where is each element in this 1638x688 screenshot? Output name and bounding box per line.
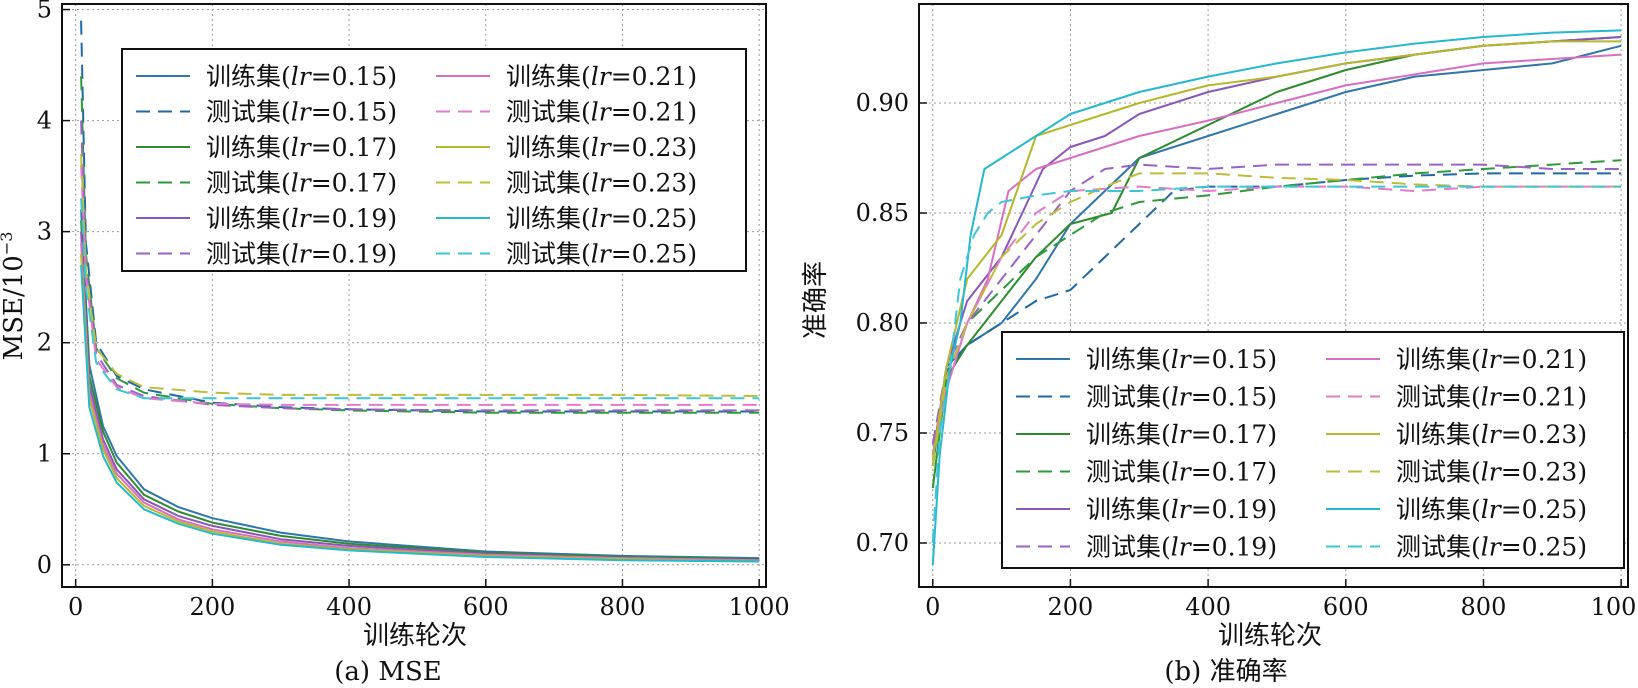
accuracy-legend-label: 训练集(lr=0.15) [1086,345,1277,374]
accuracy-series-line-8 [931,40,1622,460]
accuracy-xtick-label: 1000 [1591,593,1638,621]
accuracy-ytick-label: 0.90 [856,89,909,117]
accuracy-series-line-10 [931,29,1622,566]
mse-ytick-label: 1 [37,440,52,468]
accuracy-legend: 训练集(lr=0.15) 测试集(lr=0.15) 训练集(lr=0.17) 测试集(… [1001,331,1625,569]
accuracy-ytick-label: 0.85 [856,199,909,227]
mse-legend-label: 测试集(lr=0.21) [506,98,697,127]
mse-legend-label: 测试集(lr=0.23) [506,169,697,198]
mse-series-line-8 [80,253,760,563]
mse-ticks: 0 200 400 600 800 1000 0 1 2 3 4 5 [37,0,790,621]
mse-legend-label: 训练集(lr=0.17) [206,133,397,162]
mse-series-line-11 [80,198,760,400]
mse-legend-label: 测试集(lr=0.19) [206,240,397,269]
mse-ytick-label: 4 [37,107,52,135]
mse-series-line-6 [80,242,760,562]
mse-legend: 训练集(lr=0.15) 测试集(lr=0.15) 训练集(lr=0.17) 测试集(… [121,48,747,272]
accuracy-xlabel: 训练轮次 [1218,621,1322,651]
mse-xtick-label: 0 [68,593,83,621]
mse-legend-label: 测试集(lr=0.15) [206,98,397,127]
accuracy-ytick-label: 0.70 [856,529,909,557]
accuracy-series-line-5 [931,163,1622,445]
mse-ytick-label: 0 [37,551,52,579]
accuracy-legend-label: 测试集(lr=0.19) [1086,533,1277,562]
mse-caption: (a) MSE [334,657,441,687]
accuracy-plot-frame [918,3,1629,588]
accuracy-ytick-label: 0.80 [856,309,909,337]
mse-xtick-label: 800 [600,593,646,621]
mse-legend-label: 测试集(lr=0.17) [206,169,397,198]
accuracy-series-lines [931,29,1622,566]
mse-series-line-0 [80,209,760,560]
chart-mse: 0 200 400 600 800 1000 0 1 2 3 4 5 MSE/10−3 训练轮次 (a… [0,0,790,687]
mse-series-line-3 [80,76,760,414]
accuracy-xtick-label: 0 [925,593,940,621]
accuracy-legend-label: 测试集(lr=0.15) [1086,383,1277,412]
accuracy-legend-label: 训练集(lr=0.23) [1396,420,1587,449]
mse-xtick-label: 200 [189,593,235,621]
accuracy-series-line-1 [931,172,1622,467]
mse-legend-label: 测试集(lr=0.25) [506,240,697,269]
accuracy-legend-label: 测试集(lr=0.21) [1396,383,1587,412]
mse-xtick-label: 400 [326,593,372,621]
accuracy-ticks: 0 200 400 600 800 1000 0.70 0.75 0.80 0.85 0.90 [856,89,1638,621]
accuracy-legend-label: 训练集(lr=0.19) [1086,495,1277,524]
mse-ylabel: MSE/10−3 [0,232,29,361]
mse-legend-label: 训练集(lr=0.21) [506,62,697,91]
accuracy-xtick-label: 600 [1323,593,1369,621]
accuracy-xtick-label: 200 [1048,593,1094,621]
mse-legend-label: 训练集(lr=0.23) [506,133,697,162]
accuracy-legend-box [1001,331,1625,569]
mse-ytick-label: 2 [37,329,52,357]
accuracy-xtick-label: 800 [1461,593,1507,621]
accuracy-legend-label: 测试集(lr=0.23) [1396,458,1587,487]
mse-ytick-label: 5 [37,0,52,24]
mse-legend-label: 训练集(lr=0.19) [206,204,397,233]
mse-series-line-9 [80,153,760,397]
mse-legend-label: 训练集(lr=0.25) [506,204,697,233]
accuracy-legend-label: 测试集(lr=0.25) [1396,533,1587,562]
mse-ytick-label: 3 [37,218,52,246]
accuracy-legend-label: 训练集(lr=0.17) [1086,420,1277,449]
accuracy-caption: (b) 准确率 [1164,657,1287,687]
mse-xtick-label: 1000 [729,593,790,621]
mse-legend-box [121,48,747,272]
chart-accuracy: 0 200 400 600 800 1000 0.70 0.75 0.80 0.85 0.90 准确… [801,3,1638,687]
mse-xlabel: 训练轮次 [363,621,467,651]
mse-series-line-2 [80,220,760,561]
mse-series-line-10 [80,264,760,563]
accuracy-ytick-label: 0.75 [856,419,909,447]
mse-plot-frame [61,3,767,588]
accuracy-xtick-label: 400 [1185,593,1231,621]
accuracy-series-line-11 [931,185,1622,544]
accuracy-legend-label: 训练集(lr=0.21) [1396,345,1587,374]
accuracy-series-line-3 [931,159,1622,489]
mse-xtick-label: 600 [463,593,509,621]
accuracy-ylabel: 准确率 [801,261,831,339]
mse-legend-label: 训练集(lr=0.15) [206,62,397,91]
accuracy-legend-label: 测试集(lr=0.17) [1086,458,1277,487]
mse-series-lines [80,20,760,563]
accuracy-legend-label: 训练集(lr=0.25) [1396,495,1587,524]
